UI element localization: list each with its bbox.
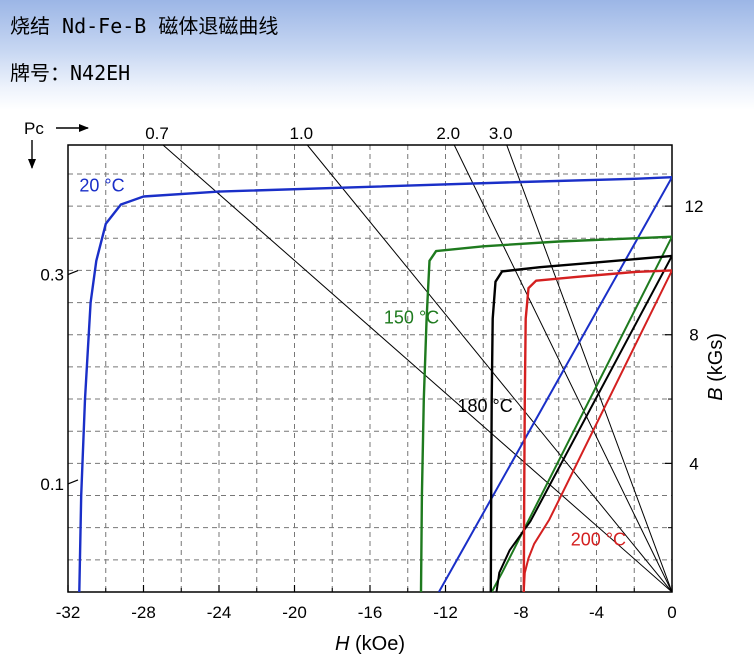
normal-curve <box>490 236 672 592</box>
load-line-label: 2.0 <box>436 124 460 143</box>
intrinsic-curve <box>522 269 672 592</box>
axes <box>67 144 673 593</box>
series-label: 200 °C <box>571 529 626 549</box>
load-line <box>506 145 672 592</box>
intrinsic-curve <box>489 254 672 592</box>
normal-curve <box>522 269 672 592</box>
grade-label: 牌号：N42EH <box>10 61 131 85</box>
header-band <box>0 0 754 110</box>
grid <box>68 145 672 592</box>
x-tick-label: -8 <box>513 603 528 622</box>
load-line-label: 0.7 <box>145 124 169 143</box>
chart-labels: -32 -28 -24 -20 -16 -12 -8 -4 0 4 8 12 0.3 0.1 H (kOe)… <box>24 119 727 655</box>
normal-curve <box>495 255 672 592</box>
load-line-label: 1.0 <box>289 124 313 143</box>
pc-tick-label: 0.1 <box>40 475 64 494</box>
pc-tick-label: 0.3 <box>40 266 64 285</box>
series-label: 150 °C <box>384 307 439 327</box>
intrinsic-curve <box>419 235 672 592</box>
y-axis-label: B (kGs) <box>705 333 727 401</box>
x-tick-label: -12 <box>433 603 458 622</box>
x-tick-label: -20 <box>282 603 307 622</box>
page-title: 烧结 Nd-Fe-B 磁体退磁曲线 <box>10 14 279 38</box>
y-tick-label: 12 <box>685 197 704 216</box>
x-tick-label: -28 <box>131 603 156 622</box>
series-label: 180 °C <box>458 396 513 416</box>
demag-curves <box>78 176 672 592</box>
y-tick-label: 8 <box>689 326 698 345</box>
load-line-label: 3.0 <box>489 124 513 143</box>
pc-tick <box>67 270 79 276</box>
load-line <box>306 145 672 592</box>
intrinsic-curve <box>78 176 672 592</box>
x-tick-label: -4 <box>589 603 604 622</box>
x-tick-label: -16 <box>358 603 383 622</box>
load-line <box>162 145 672 592</box>
load-line <box>453 145 672 592</box>
pc-label: Pc <box>24 119 44 138</box>
series-label: 20 °C <box>79 176 124 196</box>
pc-tick <box>67 479 79 485</box>
x-tick-label: -32 <box>56 603 81 622</box>
x-tick-label: -24 <box>207 603 232 622</box>
y-tick-label: 4 <box>689 454 698 473</box>
normal-curve <box>438 176 672 592</box>
load-lines <box>162 145 672 592</box>
x-tick-label: 0 <box>667 603 676 622</box>
x-axis-label: H (kOe) <box>335 633 405 655</box>
